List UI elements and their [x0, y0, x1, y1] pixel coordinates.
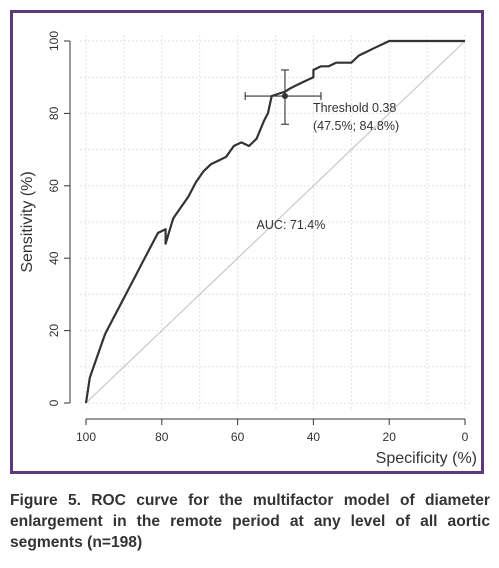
y-tick-label: 0 [47, 399, 61, 406]
y-tick-label: 80 [47, 106, 61, 120]
x-tick-label: 60 [231, 430, 245, 444]
auc-label: AUC: 71.4% [257, 218, 326, 232]
x-tick-label: 20 [383, 430, 397, 444]
x-axis-title: Specificity (%) [376, 450, 477, 467]
threshold-confidence-cross [244, 69, 322, 125]
axes: 100 80 60 40 20 0 0 20 40 60 80 100 [47, 31, 469, 444]
x-tick-label: 100 [76, 430, 96, 444]
y-tick-label: 100 [47, 31, 61, 51]
x-tick-label: 40 [307, 430, 321, 444]
x-tick-label: 0 [462, 430, 469, 444]
reference-diagonal-line [85, 40, 466, 404]
x-tick-label: 80 [155, 430, 169, 444]
threshold-label: Threshold 0.38 [313, 101, 396, 115]
figure-frame: 100 80 60 40 20 0 0 20 40 60 80 100 Threshold 0.38 … [10, 10, 484, 474]
y-tick-label: 60 [47, 179, 61, 193]
threshold-coordinates-label: (47.5%; 84.8%) [313, 119, 399, 133]
y-tick-label: 20 [47, 324, 61, 338]
y-axis-title: Sensitivity (%) [19, 171, 36, 272]
threshold-point [281, 93, 288, 100]
figure-caption: Figure 5. ROC curve for the multifactor … [10, 492, 490, 551]
grid [80, 35, 471, 409]
y-tick-label: 40 [47, 251, 61, 265]
